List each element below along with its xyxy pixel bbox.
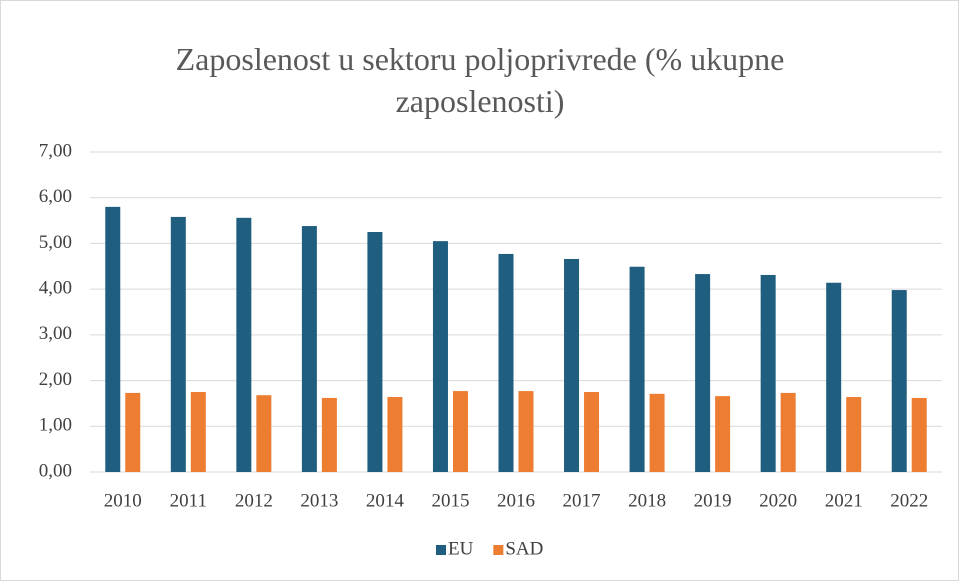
x-tick-label: 2013 bbox=[300, 490, 338, 511]
y-tick-label: 5,00 bbox=[39, 232, 72, 253]
x-tick-label: 2016 bbox=[497, 490, 535, 511]
x-tick-label: 2012 bbox=[235, 490, 273, 511]
bar bbox=[190, 392, 206, 472]
bar bbox=[564, 258, 580, 472]
bar bbox=[256, 395, 272, 472]
x-tick-label: 2021 bbox=[825, 490, 863, 511]
bar bbox=[629, 266, 645, 472]
x-tick-label: 2019 bbox=[694, 490, 732, 511]
legend-label: SAD bbox=[505, 538, 543, 559]
bar bbox=[170, 216, 186, 472]
y-tick-label: 4,00 bbox=[39, 278, 72, 299]
bar bbox=[760, 274, 776, 472]
chart-title: Zaposlenost u sektoru poljoprivrede (% u… bbox=[175, 41, 785, 119]
bar bbox=[584, 392, 600, 472]
x-tick-label: 2020 bbox=[759, 490, 797, 511]
x-tick-label: 2022 bbox=[890, 490, 928, 511]
bar bbox=[498, 253, 514, 472]
bar bbox=[826, 282, 842, 472]
legend-swatch bbox=[436, 545, 446, 555]
bar bbox=[301, 226, 317, 472]
x-tick-label: 2018 bbox=[628, 490, 666, 511]
bar bbox=[649, 393, 665, 472]
x-tick-label: 2015 bbox=[431, 490, 469, 511]
legend-swatch bbox=[493, 545, 504, 555]
bar bbox=[367, 232, 383, 472]
x-tick-label: 2014 bbox=[366, 490, 405, 511]
legend-label: EU bbox=[448, 538, 474, 559]
y-tick-label: 3,00 bbox=[39, 323, 72, 344]
bar bbox=[432, 241, 448, 472]
bar bbox=[518, 391, 534, 472]
x-tick-label: 2011 bbox=[170, 490, 207, 511]
bar bbox=[846, 397, 862, 472]
bar bbox=[891, 290, 907, 472]
y-tick-label: 2,00 bbox=[39, 369, 72, 390]
bar bbox=[780, 392, 796, 472]
x-tick-label: 2010 bbox=[104, 490, 142, 511]
bar bbox=[911, 397, 927, 472]
y-tick-label: 1,00 bbox=[39, 415, 72, 436]
y-tick-label: 0,00 bbox=[39, 460, 72, 481]
bar bbox=[715, 396, 731, 472]
bar bbox=[452, 391, 468, 472]
bar bbox=[125, 392, 141, 472]
bar bbox=[105, 206, 121, 472]
y-tick-label: 6,00 bbox=[39, 186, 72, 207]
bar bbox=[321, 397, 337, 472]
bar bbox=[236, 217, 252, 472]
bar bbox=[695, 274, 711, 472]
x-tick-label: 2017 bbox=[563, 490, 601, 511]
bar bbox=[387, 397, 403, 472]
y-tick-label: 7,00 bbox=[39, 140, 72, 161]
